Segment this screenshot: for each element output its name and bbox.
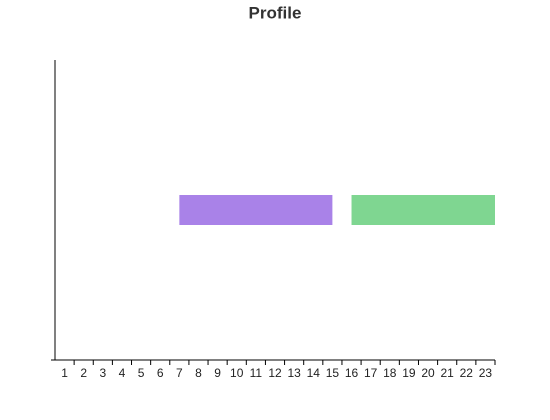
- x-tick-label: 9: [214, 366, 221, 380]
- range-bar: [351, 195, 495, 225]
- x-tick-label: 22: [460, 366, 474, 380]
- x-tick-label: 1: [61, 366, 68, 380]
- x-tick-label: 13: [287, 366, 301, 380]
- x-tick-label: 16: [345, 366, 359, 380]
- x-tick-label: 4: [119, 366, 126, 380]
- x-tick-label: 6: [157, 366, 164, 380]
- x-tick-label: 19: [402, 366, 416, 380]
- x-tick-label: 20: [421, 366, 435, 380]
- x-tick-label: 12: [268, 366, 282, 380]
- chart-title: Profile: [249, 3, 302, 22]
- x-tick-label: 5: [138, 366, 145, 380]
- range-bar: [179, 195, 333, 225]
- x-tick-label: 17: [364, 366, 378, 380]
- x-tick-label: 11: [250, 366, 263, 380]
- x-tick-label: 15: [326, 366, 340, 380]
- x-tick-label: 10: [230, 366, 244, 380]
- x-tick-label: 18: [383, 366, 397, 380]
- x-tick-label: 21: [440, 366, 454, 380]
- x-tick-label: 14: [307, 366, 321, 380]
- x-tick-label: 3: [99, 366, 106, 380]
- x-tick-label: 7: [176, 366, 183, 380]
- x-tick-label: 2: [80, 366, 87, 380]
- x-tick-label: 23: [479, 366, 493, 380]
- x-tick-label: 8: [195, 366, 202, 380]
